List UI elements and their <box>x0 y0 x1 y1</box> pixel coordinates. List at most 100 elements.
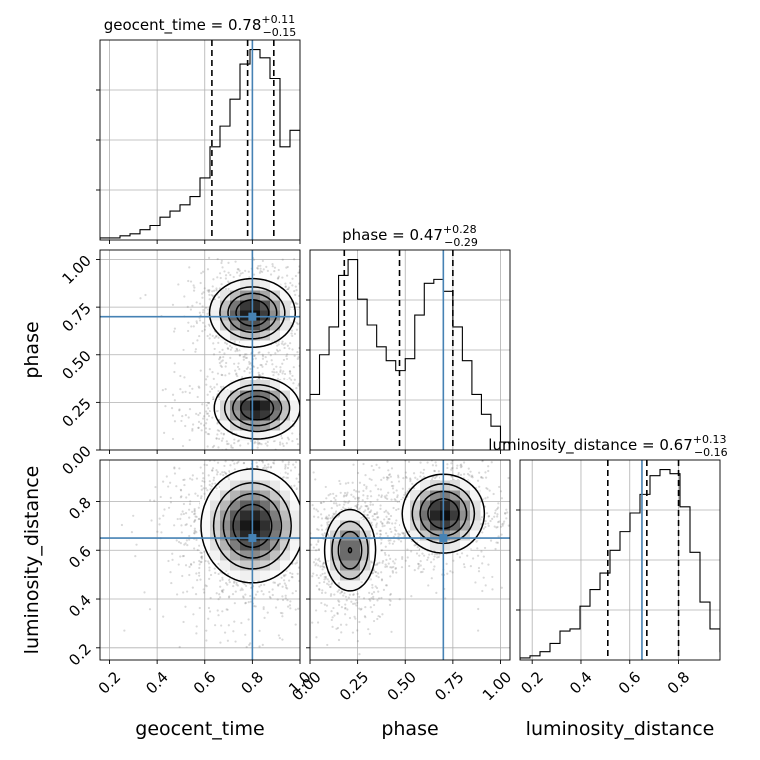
sample-point <box>296 442 300 446</box>
density-cell <box>270 570 281 581</box>
density-cell <box>290 500 300 511</box>
sample-point <box>274 606 278 609</box>
sample-point <box>161 388 164 392</box>
sample-point <box>307 557 309 559</box>
sample-point <box>435 464 438 467</box>
sample-point <box>308 523 310 525</box>
sample-point <box>232 275 235 279</box>
sample-point <box>203 480 206 483</box>
sample-point <box>358 607 361 610</box>
sample-point <box>368 598 371 601</box>
sample-point <box>214 482 217 485</box>
sample-point <box>223 270 226 273</box>
sample-point <box>435 553 439 556</box>
sample-point <box>230 456 232 458</box>
sample-point <box>188 391 191 394</box>
title-sub: −0.15 <box>263 26 297 39</box>
sample-point <box>235 451 237 453</box>
sample-point <box>210 469 214 472</box>
sample-point <box>288 369 292 373</box>
sample-point <box>222 385 225 388</box>
sample-point <box>323 323 325 325</box>
sample-point <box>307 531 309 533</box>
sample-point <box>343 592 346 595</box>
sample-point <box>196 339 199 342</box>
sample-point <box>276 350 280 353</box>
sample-point <box>197 385 200 388</box>
sample-point <box>185 539 188 542</box>
sample-point <box>314 478 317 481</box>
sample-point <box>239 272 242 275</box>
sample-point <box>301 474 303 476</box>
sample-point <box>181 391 184 394</box>
sample-point <box>291 284 294 287</box>
sample-point <box>324 504 326 506</box>
sample-point <box>366 494 369 498</box>
sample-point <box>329 387 331 389</box>
sample-point <box>340 606 344 609</box>
sample-point <box>257 374 261 377</box>
sample-point <box>317 253 319 255</box>
sample-point <box>446 466 449 470</box>
sample-point <box>139 297 142 300</box>
sample-point <box>521 474 523 476</box>
sample-point <box>191 429 194 432</box>
sample-point <box>276 277 280 280</box>
sample-point <box>212 479 215 482</box>
sample-point <box>302 270 304 272</box>
sample-point <box>254 357 257 360</box>
sample-point <box>289 372 292 375</box>
sample-point <box>381 522 384 526</box>
sample-point <box>527 526 529 528</box>
density-cell <box>210 550 221 561</box>
sample-point <box>340 590 343 594</box>
sample-point <box>275 371 278 374</box>
sample-point <box>283 575 286 578</box>
sample-point <box>217 598 220 601</box>
density-cell <box>210 500 221 511</box>
sample-point <box>456 552 459 556</box>
sample-point <box>300 389 302 391</box>
sample-point <box>307 369 309 371</box>
sample-point <box>212 377 215 380</box>
sample-point <box>289 571 292 575</box>
sample-point <box>281 638 284 641</box>
sample-point <box>316 519 318 521</box>
sample-point <box>338 600 341 603</box>
sample-point <box>300 505 302 507</box>
sample-point <box>217 425 219 427</box>
sample-point <box>344 476 346 478</box>
sample-point <box>344 606 347 610</box>
sample-point <box>419 564 422 567</box>
density-cell <box>220 290 231 301</box>
sample-point <box>186 452 188 454</box>
sample-point <box>207 289 210 292</box>
sample-point <box>291 576 294 579</box>
sample-point <box>294 623 297 626</box>
sample-point <box>281 615 284 618</box>
sample-point <box>300 433 302 435</box>
sample-point <box>383 495 386 498</box>
sample-point <box>387 517 390 521</box>
sample-point <box>241 271 244 275</box>
sample-point <box>193 547 196 550</box>
sample-point <box>355 504 358 507</box>
sample-point <box>182 512 185 516</box>
sample-point <box>503 520 506 523</box>
sample-point <box>340 451 342 453</box>
density-cell <box>260 540 271 551</box>
sample-point <box>345 623 348 626</box>
sample-point <box>306 468 308 470</box>
sample-point <box>270 226 272 228</box>
sample-point <box>297 607 300 610</box>
sample-point <box>194 593 198 596</box>
sample-point <box>344 607 347 610</box>
sample-point <box>377 488 380 491</box>
sample-point <box>288 604 292 607</box>
sample-point <box>389 514 393 518</box>
sample-point <box>373 513 377 516</box>
sample-point <box>170 581 173 585</box>
sample-point <box>188 573 191 577</box>
sample-point <box>277 583 280 586</box>
density-cell <box>250 280 261 291</box>
